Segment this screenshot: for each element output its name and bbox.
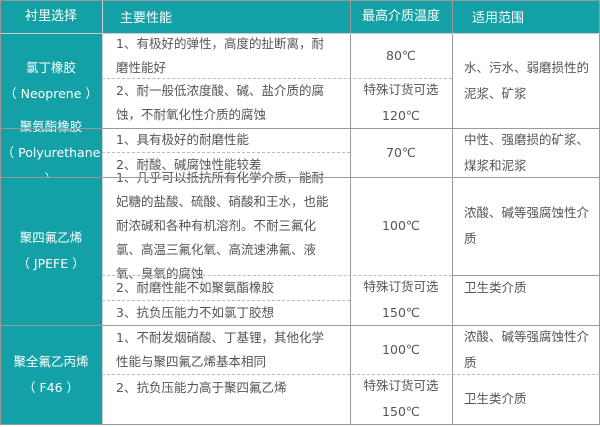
property-text: 2、耐磨性能不如聚氨酯橡胶 [116, 279, 274, 295]
temp-text: 150℃ [382, 404, 420, 419]
usage: 水、污水、弱磨损性的泥浆、矿浆 [452, 33, 600, 128]
usage-text: 水、污水、弱磨损性的泥浆、矿浆 [464, 59, 590, 101]
temp: 100℃ [350, 177, 452, 275]
lining-name: 聚四氟乙烯 [19, 230, 83, 245]
temp: 80℃ [350, 33, 452, 78]
border [452, 275, 600, 276]
property-text: 1、具有极好的耐磨性能 [116, 132, 249, 147]
usage-text: 浓酸、碱等强腐蚀性介质 [464, 205, 590, 246]
property: 1、有极好的弹性，高度的扯断离，耐磨性能好 [102, 33, 350, 78]
lining-code: （ Neoprene ） [4, 85, 98, 101]
temp-text: 80℃ [386, 47, 416, 63]
lining-neoprene: 氯丁橡胶 （ Neoprene ） [0, 33, 102, 128]
property-text: 1、有极好的弹性，高度的扯断离，耐磨性能好 [116, 35, 324, 75]
property-text: 2、耐一般低浓度酸、碱、盐介质的腐蚀，不耐氧化性介质的腐蚀 [116, 83, 324, 122]
temp-text: 特殊订货可选 [363, 279, 439, 294]
lining-code: （ JPEFE ） [17, 256, 85, 271]
lining-name: 氯丁橡胶 [25, 59, 76, 75]
header-text: 最高介质温度 [361, 8, 440, 24]
property-text: 2、抗负压能力高于聚四氟乙烯 [116, 380, 287, 395]
property: 2、耐酸、碱腐蚀性能较差 [102, 152, 350, 177]
border [0, 33, 600, 34]
header-temp: 最高介质温度 [350, 0, 452, 33]
usage: 中性、强磨损的矿浆、煤浆和泥浆 [452, 128, 600, 177]
temp-text: 150℃ [382, 305, 420, 320]
border [0, 177, 600, 178]
dashed-divider [102, 78, 452, 79]
property: 2、抗负压能力高于聚四氟乙烯 [102, 374, 350, 424]
property-text: 2、耐酸、碱腐蚀性能较差 [116, 156, 262, 172]
temp-text: 100℃ [382, 341, 420, 357]
usage-text: 中性、强磨损的矿浆、煤浆和泥浆 [464, 131, 590, 173]
usage: 卫生类介质 [452, 275, 600, 300]
temp-text: 特殊订货可选 [363, 82, 439, 97]
property-text: 3、抗负压能力不如氯丁胶想 [116, 304, 274, 320]
usage: 卫生类介质 [452, 374, 600, 424]
header-text: 主要性能 [120, 11, 173, 26]
dashed-divider [102, 374, 600, 375]
border [0, 325, 600, 326]
usage-text: 卫生类介质 [464, 279, 527, 295]
property: 2、耐磨性能不如聚氨酯橡胶 [102, 275, 350, 300]
usage-text: 浓酸、碱等强腐蚀性介质 [464, 328, 590, 370]
property-text: 1、不耐发烟硝酸、丁基锂，其他化学性能与聚四氟乙烯基本相同 [116, 329, 324, 369]
property: 1、几乎可以抵抗所有化学介质，能耐妃糖的盐酸、硫酸、硝酸和王水，也能耐浓碱和各种… [102, 170, 350, 281]
lining-code: （ F46 ） [22, 380, 80, 395]
header-properties: 主要性能 [102, 0, 350, 33]
temp: 特殊订货可选 150℃ [350, 374, 452, 424]
temp: 70℃ [350, 128, 452, 177]
dashed-divider [102, 152, 350, 153]
temp: 特殊订货可选 120℃ [350, 78, 452, 128]
property: 1、不耐发烟硝酸、丁基锂，其他化学性能与聚四氟乙烯基本相同 [102, 325, 350, 374]
header-lining: 衬里选择 [0, 0, 102, 33]
temp: 特殊订货可选 150℃ [350, 275, 452, 325]
temp-text: 特殊订货可选 [363, 378, 439, 393]
temp-text: 120℃ [382, 108, 420, 123]
lining-f46: 聚全氟乙丙烯 （ F46 ） [0, 325, 102, 425]
border [0, 0, 600, 1]
dashed-divider [102, 300, 350, 301]
border [0, 128, 600, 129]
usage: 浓酸、碱等强腐蚀性介质 [452, 177, 600, 275]
property: 2、耐一般低浓度酸、碱、盐介质的腐蚀，不耐氧化性介质的腐蚀 [102, 78, 350, 128]
usage-text: 卫生类介质 [464, 391, 527, 406]
header-usage: 适用范围 [452, 0, 600, 33]
header-text: 衬里选择 [24, 8, 77, 24]
dashed-divider [102, 275, 452, 276]
property-text: 1、几乎可以抵抗所有化学介质，能耐妃糖的盐酸、硫酸、硝酸和王水，也能耐浓碱和各种… [116, 170, 329, 281]
border [102, 0, 103, 425]
temp-text: 100℃ [382, 218, 420, 233]
temp-text: 70℃ [386, 144, 416, 160]
border [0, 0, 1, 425]
header-text: 适用范围 [472, 11, 525, 26]
property: 3、抗负压能力不如氯丁胶想 [102, 300, 350, 325]
border [452, 0, 453, 425]
border [0, 424, 600, 425]
property: 1、具有极好的耐磨性能 [102, 128, 350, 152]
lining-ptfe: 聚四氟乙烯 （ JPEFE ） [0, 177, 102, 325]
lining-name: 聚全氟乙丙烯 [13, 354, 89, 369]
usage: 浓酸、碱等强腐蚀性介质 [452, 325, 600, 374]
lining-polyurethane: 聚氨酯橡胶（ Polyurethane ） [0, 119, 102, 186]
temp: 100℃ [350, 325, 452, 374]
lining-name: 聚氨酯橡胶 [19, 118, 83, 134]
border [350, 0, 351, 425]
